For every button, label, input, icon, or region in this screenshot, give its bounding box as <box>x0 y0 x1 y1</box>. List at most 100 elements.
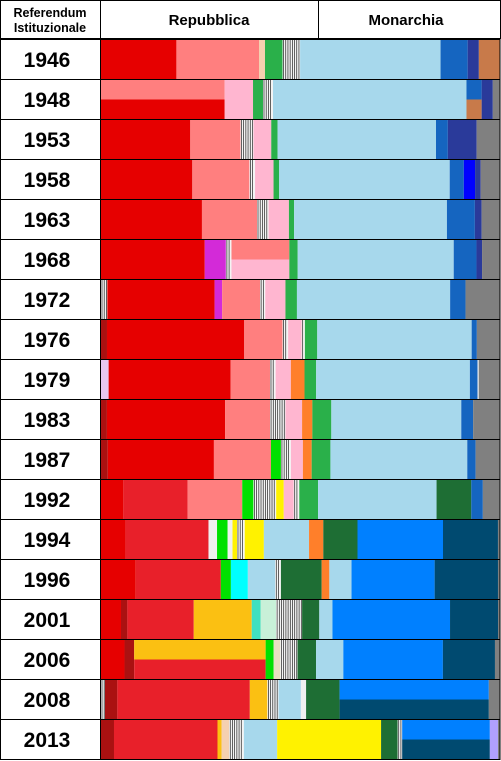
bar-segment <box>461 400 474 439</box>
bar-segment <box>273 160 280 199</box>
bar-segment <box>232 520 237 559</box>
bar-segment <box>300 680 307 719</box>
bar-segment-bottom <box>231 259 290 279</box>
table-row: 1953 <box>0 119 501 160</box>
bar-segment <box>357 520 443 559</box>
year-label: 1992 <box>24 489 71 512</box>
bar-segment-bottom <box>466 99 482 119</box>
bar-segment-minor <box>269 360 276 399</box>
bar-segment <box>302 440 312 479</box>
bar-segment <box>498 600 500 639</box>
bar-segment <box>436 120 448 159</box>
bar-segment <box>213 440 271 479</box>
bar-segment <box>443 520 498 559</box>
header-corner-line1: Referendum <box>14 6 87 20</box>
bar-segment-bottom <box>402 739 490 759</box>
bar-segment <box>214 280 223 319</box>
bar-segment <box>331 400 462 439</box>
table-row: 1972 <box>0 279 501 320</box>
bar-segment <box>317 320 472 359</box>
bar-segment <box>285 280 297 319</box>
table-row: 1976 <box>0 319 501 360</box>
bar-segment <box>330 440 468 479</box>
bar-segment <box>217 720 222 759</box>
year-cell <box>0 239 101 280</box>
bar-segment <box>465 280 500 319</box>
bar-segment <box>271 120 278 159</box>
bar-segment <box>127 600 194 639</box>
bar-segment-top <box>101 80 225 100</box>
bar-segment <box>242 480 254 519</box>
bar-segment <box>176 40 260 79</box>
bar-segment <box>492 80 500 119</box>
bar-segment <box>446 200 475 239</box>
bar-segment <box>476 320 500 359</box>
bar-segment <box>436 480 472 519</box>
bar-segment <box>117 680 250 719</box>
bar-segment <box>244 520 264 559</box>
bar-segment <box>316 360 470 399</box>
bar-segment <box>253 80 263 119</box>
header-corner-line2: Istituzionale <box>14 21 86 35</box>
bar-segment <box>277 120 437 159</box>
year-label: 1968 <box>24 249 71 272</box>
bar-segment <box>321 560 330 599</box>
bar-segment <box>304 360 317 399</box>
year-cell <box>0 79 101 120</box>
bar-segment <box>475 160 481 199</box>
year-label: 2006 <box>24 649 71 672</box>
bar-segment <box>478 360 500 399</box>
bar-segment <box>306 680 340 719</box>
bar-segment <box>204 240 226 279</box>
header-monarchia: Monarchia <box>368 12 444 29</box>
bar-segment <box>247 560 276 599</box>
year-label: 1963 <box>24 209 71 232</box>
bar-segment-minor <box>280 640 298 679</box>
bar-segment <box>497 720 500 759</box>
bar-segment <box>304 320 318 359</box>
bar-segment <box>381 720 398 759</box>
bar-segment-minor <box>276 600 285 639</box>
bar-segment <box>260 600 277 639</box>
bar-segment <box>471 480 483 519</box>
year-label: 1972 <box>24 289 71 312</box>
year-label: 2008 <box>24 689 71 712</box>
bar-segment <box>190 120 241 159</box>
year-cell <box>0 599 101 640</box>
bar-segment <box>285 400 303 439</box>
table-row: 1946 <box>0 39 501 80</box>
bar-segment <box>101 400 107 439</box>
bar-segment <box>264 40 283 79</box>
bar-segment <box>473 400 500 439</box>
bar-segment <box>217 520 228 559</box>
bar-segment <box>222 280 261 319</box>
bar-segment <box>450 600 499 639</box>
year-cell <box>0 319 101 360</box>
bar-segment <box>450 280 466 319</box>
bar-segment <box>243 720 278 759</box>
bar-segment-minor <box>280 440 291 479</box>
bar-segment <box>332 600 451 639</box>
bar-segment <box>101 720 114 759</box>
bar-segment-minor <box>236 520 245 559</box>
bar-segment <box>290 360 305 399</box>
bar-segment <box>489 720 498 759</box>
table-row: 1979 <box>0 359 501 400</box>
bar-segment <box>329 560 352 599</box>
chart-rows: 1946 1948 1953 1958 1963 1968 1972 1976 1979 1983… <box>0 39 501 760</box>
bar-segment <box>278 680 301 719</box>
bar-segment-minor <box>249 160 256 199</box>
header-corner-cell <box>0 0 101 39</box>
bar-segment <box>230 360 270 399</box>
table-row: 1948 <box>0 79 501 120</box>
bar-segment <box>488 680 500 719</box>
bar-segment <box>101 520 126 559</box>
table-row: 1958 <box>0 159 501 200</box>
bar-segment <box>107 440 214 479</box>
bar-segment <box>494 640 500 679</box>
bar-segment <box>220 560 231 599</box>
table-row: 1987 <box>0 439 501 480</box>
bar-segment <box>227 520 233 559</box>
bar-segment <box>192 160 250 199</box>
